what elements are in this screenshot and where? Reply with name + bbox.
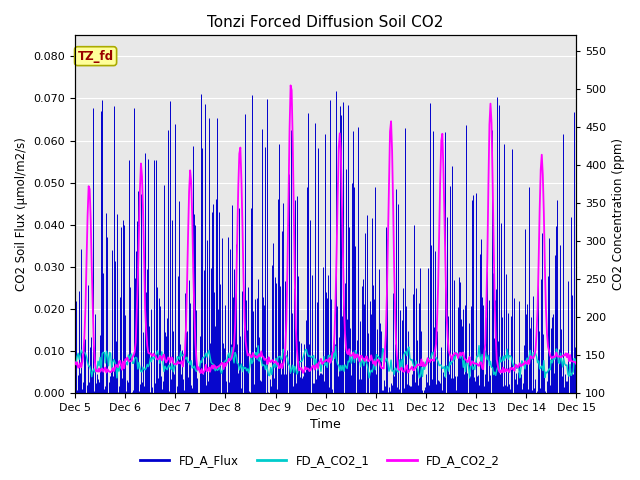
Y-axis label: CO2 Concentration (ppm): CO2 Concentration (ppm): [612, 138, 625, 290]
X-axis label: Time: Time: [310, 419, 341, 432]
Text: TZ_fd: TZ_fd: [77, 49, 114, 63]
Y-axis label: CO2 Soil Flux (μmol/m2/s): CO2 Soil Flux (μmol/m2/s): [15, 137, 28, 291]
Legend: FD_A_Flux, FD_A_CO2_1, FD_A_CO2_2: FD_A_Flux, FD_A_CO2_1, FD_A_CO2_2: [135, 449, 505, 472]
Title: Tonzi Forced Diffusion Soil CO2: Tonzi Forced Diffusion Soil CO2: [207, 15, 444, 30]
